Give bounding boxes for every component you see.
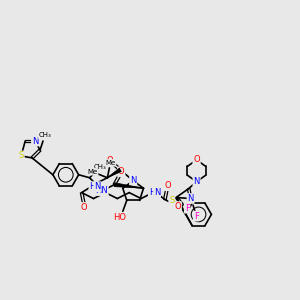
Text: Me: Me (105, 160, 116, 166)
Polygon shape (107, 168, 121, 178)
Text: CH₃: CH₃ (39, 132, 51, 138)
Text: N: N (194, 177, 200, 186)
Text: O: O (193, 155, 200, 164)
Text: O: O (80, 203, 87, 212)
Text: O: O (118, 167, 124, 176)
Text: F: F (185, 204, 190, 213)
Text: O: O (106, 156, 113, 165)
Text: N: N (154, 188, 160, 197)
Text: N: N (130, 176, 136, 185)
Text: S: S (19, 152, 24, 160)
Text: H: H (89, 182, 96, 191)
Text: HO: HO (113, 213, 126, 222)
Text: N: N (32, 136, 38, 146)
Text: HN: HN (95, 186, 108, 195)
Text: N: N (94, 182, 101, 191)
Text: O: O (174, 202, 181, 211)
Text: N: N (188, 194, 194, 203)
Text: S: S (169, 196, 174, 205)
Text: H: H (149, 188, 155, 197)
Text: F: F (194, 212, 199, 220)
Polygon shape (114, 183, 143, 188)
Text: O: O (164, 181, 171, 190)
Text: CH₃: CH₃ (94, 164, 107, 170)
Text: Me: Me (87, 169, 98, 175)
